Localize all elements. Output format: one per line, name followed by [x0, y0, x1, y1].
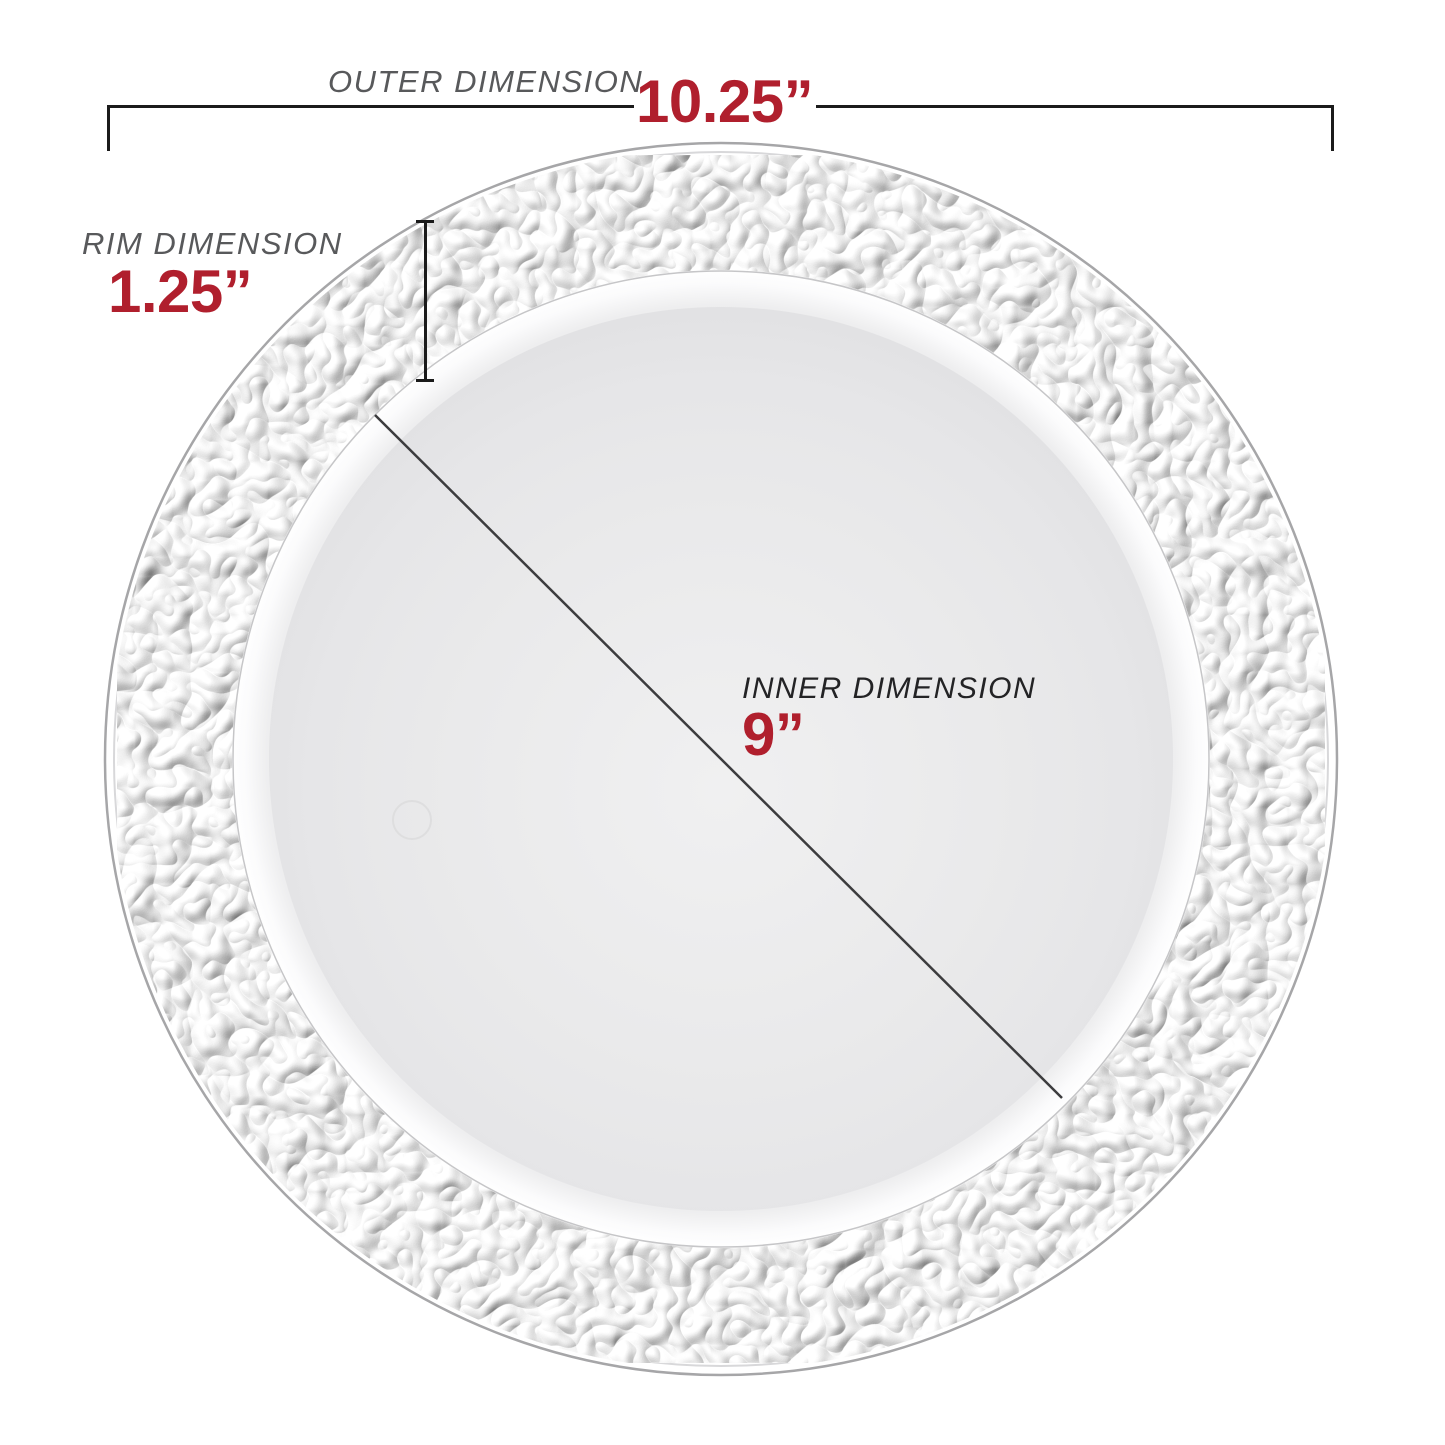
inner-dimension-label: INNER DIMENSION: [742, 672, 1037, 705]
rim-measure-cap-bottom: [416, 379, 434, 382]
outer-measure-tick-left: [107, 105, 110, 151]
rim-measure-line: [424, 220, 427, 382]
plate-rim-inner-edge: [232, 270, 1210, 1248]
outer-measure-tick-right: [1331, 105, 1334, 151]
plate-hammered-rim: [110, 148, 1332, 1370]
outer-measure-line-right: [816, 105, 1334, 108]
outer-dimension-value: 10.25”: [636, 68, 814, 135]
inner-diameter-line: [374, 414, 1063, 1099]
outer-dimension-label: OUTER DIMENSION: [328, 64, 644, 99]
rim-measure-cap-top: [416, 220, 434, 223]
outer-measure-line-left: [107, 105, 634, 108]
rim-dimension-label: RIM DIMENSION: [82, 226, 343, 261]
rim-dimension-value: 1.25”: [108, 258, 253, 325]
inner-dimension-value: 9”: [742, 701, 805, 768]
plate-well-slope: [232, 270, 1210, 1248]
plate-mold-mark: [392, 800, 432, 840]
